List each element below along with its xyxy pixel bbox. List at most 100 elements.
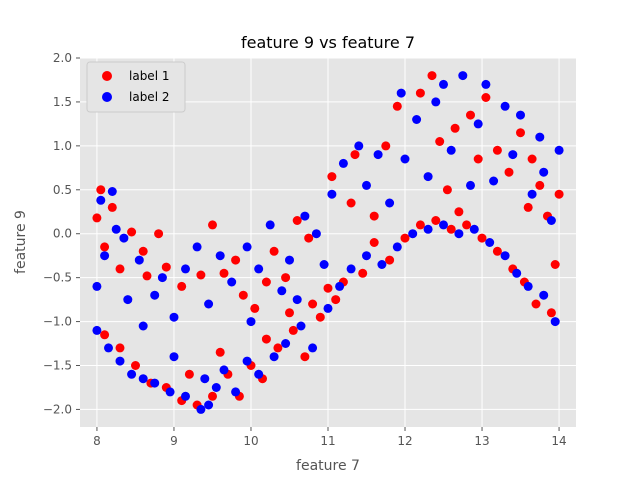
y-axis-label: feature 9 — [13, 210, 29, 274]
data-point — [439, 79, 448, 89]
data-point — [204, 400, 214, 410]
data-point — [100, 251, 110, 261]
data-point — [400, 233, 410, 243]
legend: label 1 label 2 — [86, 61, 186, 113]
legend-label-2: label 2 — [129, 90, 169, 104]
data-point — [477, 233, 487, 243]
data-point — [311, 229, 321, 239]
y-tick-label: 1.0 — [53, 139, 72, 153]
data-point — [454, 229, 464, 239]
data-point — [346, 198, 356, 208]
data-point — [215, 347, 225, 357]
data-point — [196, 270, 206, 280]
y-tick-label: 0.5 — [53, 183, 72, 197]
data-point — [181, 391, 190, 401]
data-point — [415, 220, 425, 230]
x-tick-label: 13 — [474, 434, 489, 448]
data-point — [527, 154, 537, 164]
data-point — [454, 207, 464, 217]
data-point — [96, 195, 106, 205]
data-point — [489, 176, 499, 186]
data-point — [327, 189, 337, 199]
data-point — [466, 180, 475, 190]
data-point — [119, 233, 129, 243]
data-point — [107, 187, 117, 196]
data-point — [500, 101, 510, 111]
data-point — [134, 255, 144, 265]
data-point — [150, 290, 160, 300]
data-point — [446, 224, 456, 234]
y-tick-label: 2.0 — [53, 51, 72, 65]
data-point — [184, 369, 194, 379]
data-point — [358, 268, 368, 278]
data-point — [554, 145, 564, 155]
data-point — [285, 308, 294, 318]
data-point — [300, 352, 310, 362]
data-point — [392, 242, 402, 252]
data-point — [104, 343, 113, 353]
data-point — [500, 251, 510, 261]
data-point — [219, 268, 229, 278]
data-point — [331, 295, 341, 305]
data-point — [115, 356, 125, 366]
data-point — [92, 325, 102, 335]
data-point — [369, 211, 379, 221]
data-point — [385, 198, 395, 208]
data-point — [227, 277, 237, 287]
data-point — [546, 216, 556, 225]
data-point — [304, 233, 314, 243]
data-point — [354, 141, 364, 151]
data-point — [292, 216, 302, 225]
data-point — [92, 281, 102, 291]
data-point — [539, 167, 549, 177]
data-point — [261, 277, 271, 287]
x-tick-label: 12 — [397, 434, 412, 448]
y-tick-label: −1.5 — [43, 359, 72, 373]
data-point — [269, 352, 279, 362]
data-point — [516, 128, 525, 138]
data-point — [261, 334, 271, 344]
data-point — [466, 110, 475, 120]
data-point — [242, 356, 252, 366]
data-point — [296, 321, 306, 331]
data-point — [169, 352, 179, 362]
legend-label-1: label 1 — [129, 69, 169, 83]
data-point — [242, 242, 252, 252]
data-point — [481, 79, 491, 89]
data-point — [408, 229, 418, 239]
data-point — [362, 180, 371, 190]
grid — [80, 57, 576, 427]
data-point — [350, 150, 360, 160]
data-point — [531, 299, 541, 309]
data-point — [319, 260, 329, 269]
data-point — [308, 343, 318, 353]
data-point — [254, 264, 264, 274]
y-tick-label: 1.5 — [53, 95, 72, 109]
data-point — [246, 317, 256, 327]
data-point — [550, 317, 560, 327]
data-point — [373, 150, 383, 160]
data-point — [285, 255, 294, 265]
data-point — [177, 281, 187, 291]
data-point — [508, 150, 518, 160]
data-point — [165, 387, 175, 397]
x-tick-label: 14 — [551, 434, 566, 448]
data-point — [435, 137, 445, 146]
data-point — [208, 391, 217, 401]
data-point — [535, 132, 545, 142]
data-point — [458, 71, 468, 81]
data-point — [492, 246, 502, 256]
data-point — [192, 242, 202, 252]
data-point — [265, 220, 275, 230]
data-point — [211, 383, 221, 392]
data-point — [377, 260, 387, 269]
data-point — [254, 369, 264, 379]
data-point — [527, 189, 537, 199]
data-point — [535, 180, 545, 190]
data-point — [208, 220, 217, 230]
x-tick-label: 10 — [243, 434, 258, 448]
data-point — [335, 281, 345, 291]
data-point — [123, 295, 133, 305]
data-point — [138, 246, 148, 256]
data-point — [338, 158, 348, 168]
